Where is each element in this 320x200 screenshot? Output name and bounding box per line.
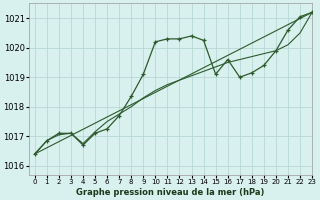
X-axis label: Graphe pression niveau de la mer (hPa): Graphe pression niveau de la mer (hPa)	[76, 188, 265, 197]
